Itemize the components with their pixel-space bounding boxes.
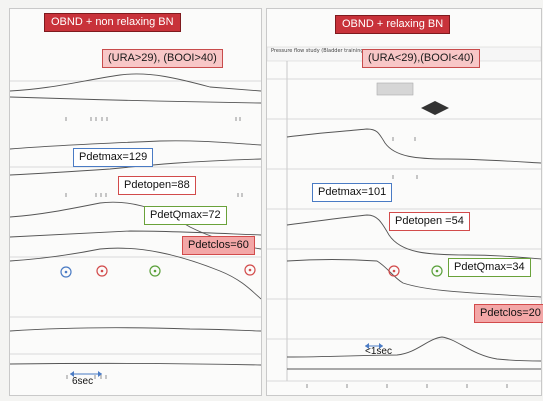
left-pdetmax-label: Pdetmax=129 (73, 148, 154, 167)
right-event-diamond (421, 101, 449, 115)
right-trace-pdet (286, 214, 541, 260)
right-trace-flow (286, 259, 541, 298)
left-trace-emg (10, 327, 261, 332)
right-event-box (376, 82, 414, 96)
left-trace-flow-base (10, 230, 261, 238)
left-pdetopen-marker-dot (100, 269, 104, 273)
left-trace-pdet (10, 158, 261, 176)
left-pdetclos-label: Pdetclos=60 (182, 236, 255, 255)
left-trace-flow (10, 247, 261, 300)
right-header-text: Pressure flow study (Bladder training ..… (271, 48, 370, 54)
left-trace-pabd (10, 96, 261, 104)
left-pdetmax-marker (60, 266, 72, 278)
left-time-scale-arrowheads (70, 371, 102, 377)
right-time-scale-arrowheads (365, 343, 383, 349)
left-pdetopen-marker (96, 265, 108, 277)
right-condition-label: (URA<29),(BOOI<40) (362, 49, 480, 68)
left-trace-pves (10, 73, 261, 92)
right-pdetqmax-marker-dot (435, 269, 439, 273)
left-pdetqmax-marker-dot (153, 269, 157, 273)
left-pdetclos-marker-dot (248, 268, 252, 272)
right-pdetopen-marker (388, 265, 400, 277)
right-pdetqmax-label: PdetQmax=34 (448, 258, 531, 277)
left-pdetopen-label: Pdetopen=88 (118, 176, 196, 195)
left-tracing-panel (9, 8, 262, 396)
right-trace-pves (286, 128, 541, 164)
right-panel-title: OBND + relaxing BN (335, 15, 451, 34)
left-pdetqmax-label: PdetQmax=72 (144, 206, 227, 225)
left-pdetqmax-marker (149, 265, 161, 277)
right-pdetopen-marker-dot (392, 269, 396, 273)
left-trace-vol (10, 362, 261, 366)
left-pdetclos-marker (244, 264, 256, 276)
left-tracing-plot (10, 73, 261, 379)
right-time-scale-label: <1sec (365, 346, 392, 357)
right-pdetclos-label: Pdetclos=20 (474, 304, 543, 323)
right-pdetqmax-marker (431, 265, 443, 277)
left-time-scale-label: 6sec (72, 376, 94, 387)
left-panel-title: OBND + non relaxing BN (44, 13, 181, 32)
left-condition-label: (URA>29), (BOOI>40) (102, 49, 223, 68)
right-pdetmax-label: Pdetmax=101 (312, 183, 393, 202)
right-pdetopen-label: Pdetopen =54 (389, 212, 470, 231)
left-trace-baseline (10, 140, 261, 150)
right-tracing-panel (266, 8, 542, 396)
right-trace-vol (286, 336, 541, 362)
left-pdetmax-marker-dot (64, 270, 68, 274)
